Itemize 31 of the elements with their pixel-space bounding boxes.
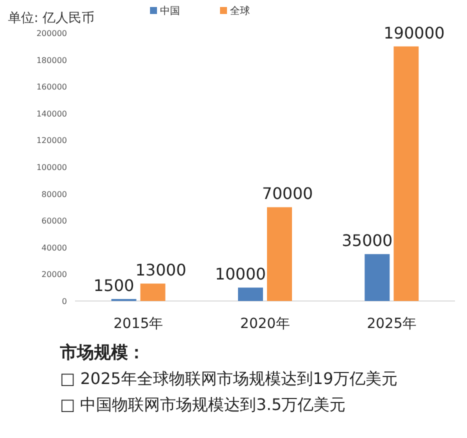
y-tick-label: 120000 (36, 136, 67, 146)
bar (238, 288, 263, 301)
y-tick-label: 80000 (42, 190, 67, 199)
legend-label: 全球 (230, 5, 250, 17)
y-tick-label: 0 (62, 297, 67, 306)
y-tick-label: 160000 (36, 82, 67, 92)
y-tick-label: 20000 (42, 270, 67, 280)
y-tick-label: 140000 (36, 109, 67, 118)
x-tick-label: 2025年 (366, 316, 416, 332)
legend-label: 中国 (160, 5, 180, 17)
y-tick-label: 60000 (42, 216, 67, 226)
data-label: 10000 (215, 264, 266, 284)
y-tick-label: 200000 (36, 29, 67, 38)
data-label: 35000 (342, 231, 393, 250)
text: □ 中国物联网市场规模达到3.5万亿美元 (60, 395, 346, 414)
data-label: 190000 (384, 23, 445, 42)
text: □ 2025年全球物联网市场规模达到19万亿美元 (60, 369, 398, 388)
y-tick-label: 40000 (42, 243, 67, 252)
x-tick-label: 2020年 (240, 316, 290, 332)
data-label: 1500 (93, 276, 134, 295)
bar (267, 207, 292, 301)
y-tick-label: 100000 (36, 163, 67, 172)
y-axis-title: 单位: 亿人民币 (8, 11, 95, 26)
bar (394, 46, 419, 301)
bar (364, 254, 390, 301)
text: 市场规模： (59, 343, 145, 363)
y-tick-label: 180000 (36, 56, 67, 65)
x-tick-label: 2015年 (114, 316, 164, 332)
data-label: 13000 (135, 260, 186, 280)
bar (140, 284, 166, 301)
data-label: 70000 (262, 184, 313, 204)
